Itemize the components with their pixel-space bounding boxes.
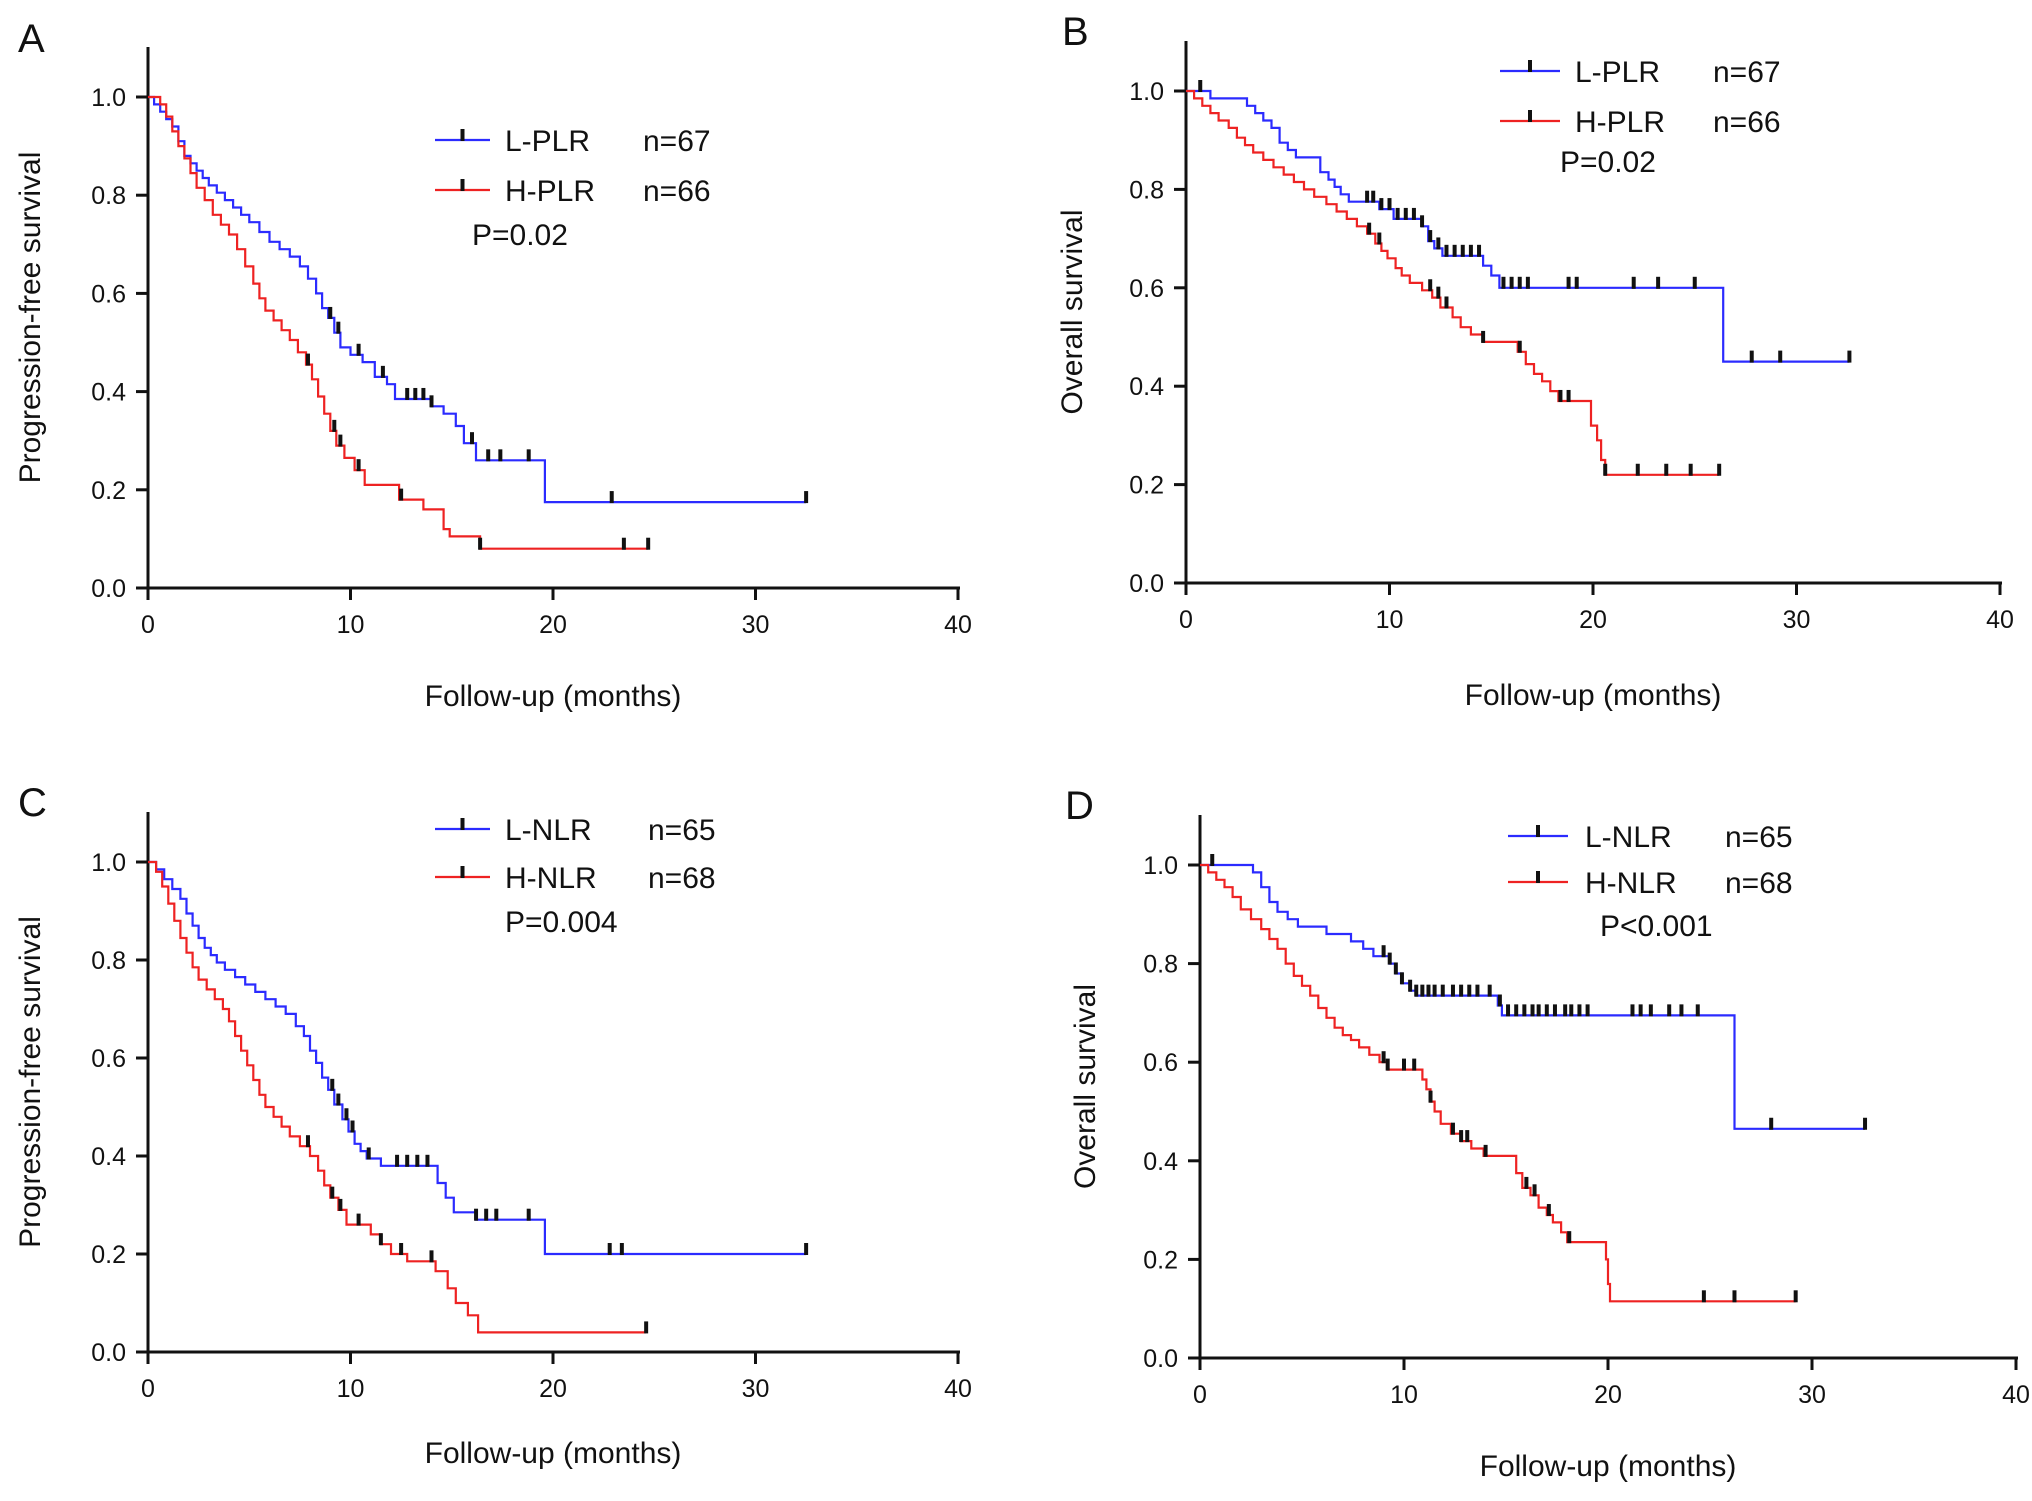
chart-d-y-tick-label: 1.0 <box>1143 852 1178 880</box>
chart-c-p-value: P=0.004 <box>505 906 618 939</box>
chart-c-legend-n: n=65 <box>648 814 716 847</box>
chart-b-legend-label: L-PLR <box>1575 56 1660 89</box>
chart-d-legend-n: n=65 <box>1725 821 1793 854</box>
chart-b-x-tick-label: 10 <box>1376 606 1404 634</box>
chart-c-legend-label: L-NLR <box>505 814 592 847</box>
chart-a-y-tick-label: 0.2 <box>91 477 126 505</box>
chart-d-x-tick-label: 30 <box>1798 1381 1826 1409</box>
chart-a-y-tick-label: 0.4 <box>91 379 126 407</box>
chart-d-x-tick-label: 40 <box>2002 1381 2030 1409</box>
chart-c-x-tick-label: 0 <box>141 1375 155 1403</box>
chart-a-x-tick-label: 10 <box>337 611 365 639</box>
chart-a-curve-l-plr <box>148 95 807 504</box>
chart-a: A 0 10 20 30 40 0.0 0.2 0.4 0.6 0.8 1.0 Progression-… <box>14 17 972 713</box>
chart-b-p-value: P=0.02 <box>1560 146 1656 179</box>
chart-d-x-axis-title: Follow-up (months) <box>1480 1450 1737 1483</box>
chart-b-y-tick-label: 0.0 <box>1129 570 1164 598</box>
chart-d-legend-n: n=68 <box>1725 867 1793 900</box>
chart-a-legend-n: n=67 <box>643 125 711 158</box>
chart-b-y-tick-label: 1.0 <box>1129 78 1164 106</box>
chart-b-legend-n: n=67 <box>1713 56 1781 89</box>
chart-b-legend-label: H-PLR <box>1575 106 1665 139</box>
chart-d-y-tick-label: 0.4 <box>1143 1148 1178 1176</box>
chart-a-legend-label: H-PLR <box>505 175 595 208</box>
chart-c-legend-entry-l-nlr: L-NLR n=65 <box>435 814 716 847</box>
chart-c-x-tick-label: 30 <box>742 1375 770 1403</box>
chart-d-panel-letter: D <box>1065 784 1094 828</box>
chart-d-legend-entry-l-nlr: L-NLR n=65 <box>1508 821 1793 854</box>
chart-b-y-tick-label: 0.4 <box>1129 373 1164 401</box>
chart-d-y-tick-label: 0.8 <box>1143 951 1178 979</box>
chart-d-x-tick-label: 0 <box>1193 1381 1207 1409</box>
chart-c-y-tick-label: 0.0 <box>91 1339 126 1367</box>
chart-a-legend-n: n=66 <box>643 175 711 208</box>
chart-a-panel-letter: A <box>18 17 45 61</box>
chart-c-x-tick-label: 20 <box>539 1375 567 1403</box>
chart-b-y-tick-label: 0.2 <box>1129 472 1164 500</box>
chart-a-p-value: P=0.02 <box>472 219 568 252</box>
chart-c-x-axis-title: Follow-up (months) <box>425 1437 682 1470</box>
chart-a-legend-entry-l-plr: L-PLR n=67 <box>435 125 711 158</box>
chart-d-y-axis-title: Overall survival <box>1069 984 1102 1189</box>
chart-a-y-tick-label: 0.6 <box>91 280 126 308</box>
chart-c-legend-n: n=68 <box>648 862 716 895</box>
chart-c-y-tick-label: 0.8 <box>91 947 126 975</box>
chart-b-x-tick-label: 40 <box>1986 606 2014 634</box>
chart-c-y-axis-title: Progression-free survival <box>14 916 47 1248</box>
chart-d-legend-label: L-NLR <box>1585 821 1672 854</box>
chart-c-curve-l-nlr <box>148 860 807 1256</box>
chart-b-x-tick-label: 30 <box>1783 606 1811 634</box>
chart-c-y-tick-label: 0.4 <box>91 1143 126 1171</box>
chart-c-panel-letter: C <box>18 781 47 825</box>
chart-c-x-tick-label: 10 <box>337 1375 365 1403</box>
chart-b-legend-entry-h-plr: H-PLR n=66 <box>1500 106 1781 139</box>
chart-a-y-tick-label: 1.0 <box>91 84 126 112</box>
chart-b: B 0 10 20 30 40 0.0 0.2 0.4 0.6 0.8 1.0 Overall surv… <box>1056 10 2014 712</box>
chart-b-y-tick-label: 0.6 <box>1129 275 1164 303</box>
chart-c-x-tick-label: 40 <box>944 1375 972 1403</box>
chart-a-x-tick-label: 0 <box>141 611 155 639</box>
chart-b-x-tick-label: 20 <box>1579 606 1607 634</box>
chart-b-panel-letter: B <box>1062 10 1089 54</box>
chart-a-x-tick-label: 20 <box>539 611 567 639</box>
chart-d-y-tick-label: 0.2 <box>1143 1246 1178 1274</box>
chart-c: C 0 10 20 30 40 0.0 0.2 0.4 0.6 0.8 1.0 Progression-… <box>14 781 972 1470</box>
chart-d-x-tick-label: 10 <box>1390 1381 1418 1409</box>
chart-a-legend-label: L-PLR <box>505 125 590 158</box>
chart-c-y-tick-label: 1.0 <box>91 849 126 877</box>
chart-a-legend-entry-h-plr: H-PLR n=66 <box>435 175 711 208</box>
chart-b-curve-h-plr <box>1186 89 1720 476</box>
chart-c-curve-h-nlr <box>148 860 647 1334</box>
chart-b-y-tick-label: 0.8 <box>1129 176 1164 204</box>
chart-b-legend-n: n=66 <box>1713 106 1781 139</box>
chart-a-x-axis-title: Follow-up (months) <box>425 680 682 713</box>
chart-c-y-tick-label: 0.2 <box>91 1241 126 1269</box>
chart-a-y-axis-title: Progression-free survival <box>14 152 47 484</box>
chart-a-x-tick-label: 40 <box>944 611 972 639</box>
chart-c-legend-entry-h-nlr: H-NLR n=68 <box>435 862 716 895</box>
chart-d-y-tick-label: 0.6 <box>1143 1049 1178 1077</box>
chart-d-curve-l-nlr <box>1200 863 1865 1130</box>
chart-b-x-tick-label: 0 <box>1179 606 1193 634</box>
chart-d-legend-entry-h-nlr: H-NLR n=68 <box>1508 867 1793 900</box>
chart-b-legend-entry-l-plr: L-PLR n=67 <box>1500 56 1781 89</box>
chart-a-y-tick-label: 0.8 <box>91 182 126 210</box>
chart-c-legend-label: H-NLR <box>505 862 597 895</box>
chart-b-x-axis-title: Follow-up (months) <box>1465 679 1722 712</box>
chart-d-legend-label: H-NLR <box>1585 867 1677 900</box>
chart-d: D 0 10 20 30 40 0.0 0.2 0.4 0.6 0.8 1.0 Overall surv… <box>1065 784 2030 1483</box>
chart-d-p-value: P<0.001 <box>1600 910 1713 943</box>
chart-c-y-tick-label: 0.6 <box>91 1045 126 1073</box>
chart-b-curve-l-plr <box>1186 89 1850 363</box>
chart-a-curve-h-plr <box>148 95 649 550</box>
chart-d-y-tick-label: 0.0 <box>1143 1345 1178 1373</box>
chart-a-y-tick-label: 0.0 <box>91 575 126 603</box>
chart-d-x-tick-label: 20 <box>1594 1381 1622 1409</box>
chart-b-y-axis-title: Overall survival <box>1056 209 1089 414</box>
chart-a-x-tick-label: 30 <box>742 611 770 639</box>
